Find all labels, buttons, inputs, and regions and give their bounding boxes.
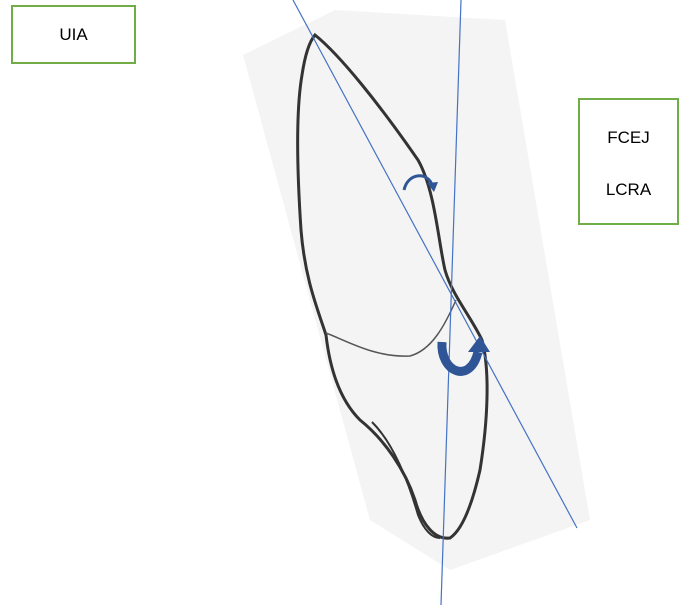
rotation-arrow — [437, 341, 483, 376]
arrow-head — [427, 182, 438, 192]
cej-line — [325, 299, 457, 357]
label-box: UIA — [11, 5, 136, 64]
tooth-background — [243, 10, 590, 570]
tooth-outline — [296, 32, 489, 540]
arrow-head — [468, 336, 490, 352]
label: FCEJ — [607, 128, 650, 147]
label: LCRA — [605, 180, 652, 199]
label-box: FCEJ LCRA — [578, 98, 679, 225]
axis-line — [440, 0, 462, 606]
inner-line — [371, 421, 441, 539]
label: UIA — [59, 25, 88, 44]
axis-line — [292, 0, 578, 529]
rotation-arrow — [402, 174, 434, 191]
